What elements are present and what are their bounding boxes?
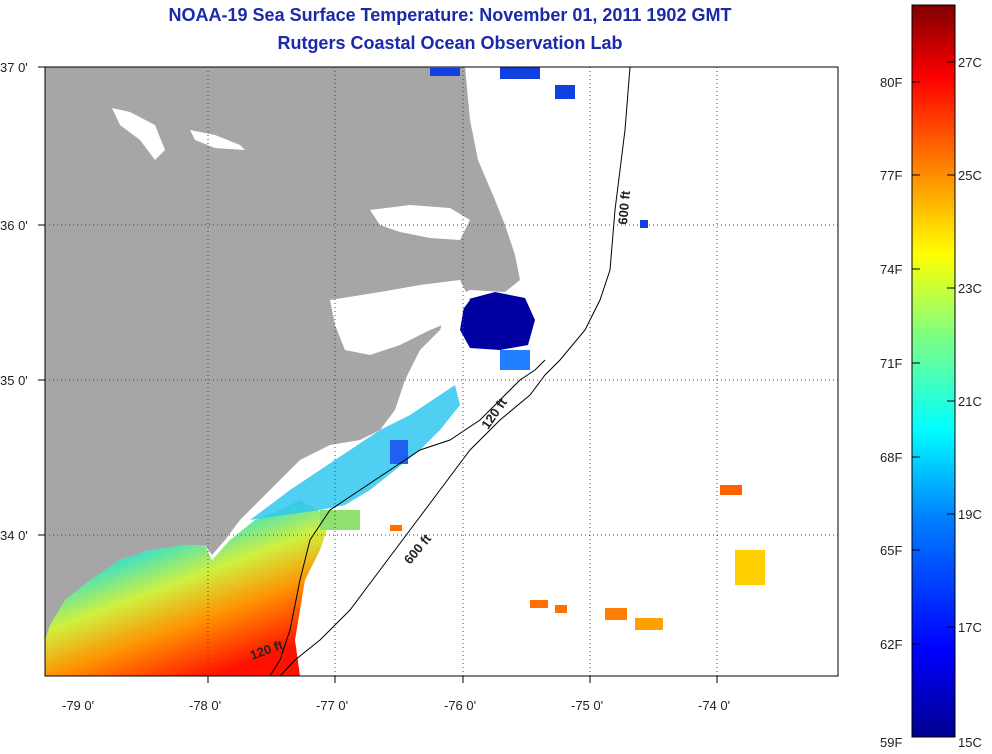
colorbar-f-label: 62F — [880, 637, 902, 652]
colorbar-f-label: 80F — [880, 75, 902, 90]
colorbar — [911, 4, 956, 738]
contour-label: 600 ft — [615, 189, 633, 225]
colorbar-c-label: 27C — [958, 55, 982, 70]
lat-label: 37 0' — [0, 60, 28, 75]
graticule — [45, 67, 838, 676]
lon-label: -75 0' — [571, 698, 603, 713]
colorbar-f-label: 71F — [880, 356, 902, 371]
chart-subtitle: Rutgers Coastal Ocean Observation Lab — [277, 33, 623, 53]
lake — [112, 108, 165, 160]
lon-label: -74 0' — [698, 698, 730, 713]
map-border — [44, 66, 839, 677]
lon-label: -79 0' — [62, 698, 94, 713]
colorbar-c-label: 25C — [958, 168, 982, 183]
contour-120ft — [269, 359, 546, 676]
colorbar-f-label: 77F — [880, 168, 902, 183]
lon-label: -78 0' — [189, 698, 221, 713]
lat-label: 36 0' — [0, 218, 28, 233]
colorbar-c-label: 15C — [958, 735, 982, 750]
lat-label: 34 0' — [0, 528, 28, 543]
colorbar-c-label: 23C — [958, 281, 982, 296]
chart-title: NOAA-19 Sea Surface Temperature: Novembe… — [168, 5, 732, 25]
inland-water — [330, 280, 470, 355]
colorbar-c-label: 17C — [958, 620, 982, 635]
axis-ticks — [38, 66, 718, 683]
colorbar-c-label: 19C — [958, 507, 982, 522]
lon-label: -77 0' — [316, 698, 348, 713]
lake-2 — [190, 130, 245, 150]
colorbar-ticks — [912, 61, 955, 645]
sst-warm-water — [45, 500, 330, 676]
sst-offshore-pixels — [320, 67, 765, 630]
contour-600ft — [279, 67, 631, 676]
lat-label: 35 0' — [0, 373, 28, 388]
albemarle-sound — [370, 205, 470, 240]
sst-coastal-band — [250, 385, 460, 520]
colorbar-f-label: 68F — [880, 450, 902, 465]
colorbar-c-label: 21C — [958, 394, 982, 409]
sst-cold-patch — [460, 292, 535, 350]
lon-label: -76 0' — [444, 698, 476, 713]
colorbar-f-label: 59F — [880, 735, 902, 750]
colorbar-f-label: 74F — [880, 262, 902, 277]
colorbar-f-label: 65F — [880, 543, 902, 558]
